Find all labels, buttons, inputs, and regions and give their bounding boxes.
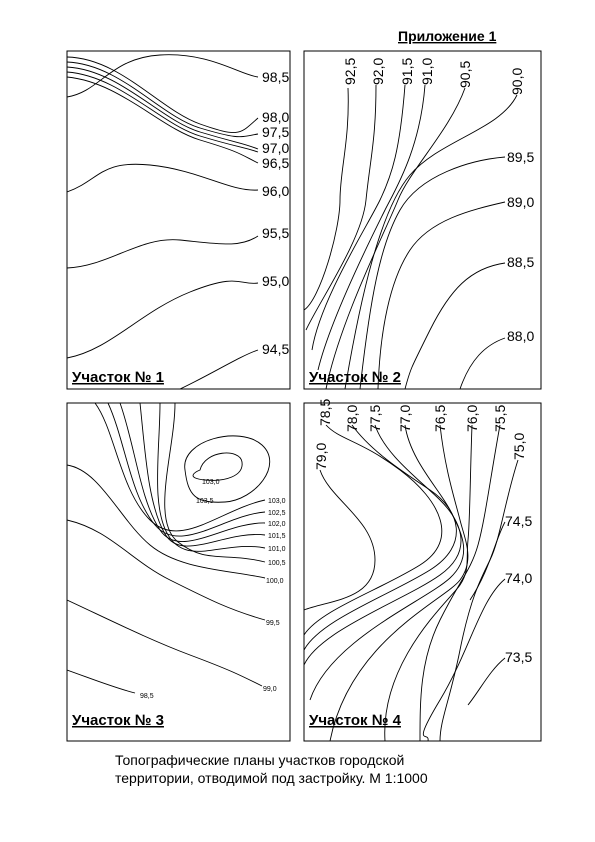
contours	[67, 54, 259, 389]
contour-label: 75,0	[511, 433, 527, 460]
contour-label: 88,5	[507, 254, 534, 270]
contour-label: 102,5	[268, 510, 286, 517]
contour-label: 90,0	[509, 68, 525, 95]
panel-label: Участок № 3	[72, 712, 164, 729]
contour-label: 90,5	[457, 61, 473, 88]
contour-label: 95,0	[262, 273, 289, 289]
contour-label: 91,0	[419, 58, 435, 85]
contour-label: 96,5	[262, 155, 289, 171]
panel-frame	[303, 402, 542, 742]
contour-label: 103,5	[196, 498, 214, 505]
contour-label: 88,0	[507, 328, 534, 344]
contour-label: 76,0	[464, 405, 480, 432]
contours	[304, 424, 519, 741]
contour-label: 74,5	[505, 513, 532, 529]
panel-label: Участок № 4	[309, 712, 402, 729]
contour-label: 89,5	[507, 149, 534, 165]
contour-label: 102,0	[268, 521, 286, 528]
contour-label: 96,0	[262, 183, 289, 199]
contour-labels-small: 103,0 103,5 103,0 102,5 102,0 101,5 101,…	[140, 479, 286, 700]
contour-label: 100,5	[268, 560, 286, 567]
contour-label: 94,5	[262, 341, 289, 357]
panel-frame	[66, 402, 291, 742]
contour-label: 75,5	[492, 405, 508, 432]
contour-label: 98,5	[140, 693, 154, 700]
contour-label: 98,0	[262, 109, 289, 125]
contour-label: 77,5	[367, 405, 383, 432]
contour-label: 92,0	[370, 58, 386, 85]
contour-label: 99,0	[263, 686, 277, 693]
contour-label: 79,0	[313, 443, 329, 470]
panel-label: Участок № 2	[309, 369, 401, 386]
contour-label: 78,5	[317, 399, 333, 426]
contour-label: 97,0	[262, 140, 289, 156]
contour-label: 76,5	[432, 405, 448, 432]
contour-label: 100,0	[266, 578, 284, 585]
contour-label: 77,0	[397, 405, 413, 432]
contours	[304, 84, 518, 389]
contour-label: 89,0	[507, 194, 534, 210]
contours	[67, 403, 271, 694]
contour-label: 103,0	[268, 498, 286, 505]
panel-frame	[303, 50, 542, 390]
contour-label: 78,0	[344, 405, 360, 432]
contour-label: 92,5	[342, 58, 358, 85]
contour-label: 98,5	[262, 69, 289, 85]
contour-label: 97,5	[262, 124, 289, 140]
panel-frame	[66, 50, 291, 390]
contour-label: 103,0	[202, 479, 220, 486]
contour-label: 91,5	[399, 58, 415, 85]
contour-labels: 98,5 98,0 97,5 97,0 96,5 96,0 95,5 95,0 …	[262, 58, 534, 665]
contour-label: 73,5	[505, 649, 532, 665]
contour-label: 74,0	[505, 570, 532, 586]
title: Приложение 1	[398, 28, 497, 44]
caption-line: Топографические планы участков городской	[115, 752, 404, 768]
caption-line: территории, отводимой под застройку. М 1…	[115, 770, 428, 786]
contour-label: 101,0	[268, 546, 286, 553]
panel-label: Участок № 1	[72, 369, 164, 386]
contour-label: 101,5	[268, 533, 286, 540]
contour-label: 99,5	[266, 620, 280, 627]
contour-label: 95,5	[262, 225, 289, 241]
